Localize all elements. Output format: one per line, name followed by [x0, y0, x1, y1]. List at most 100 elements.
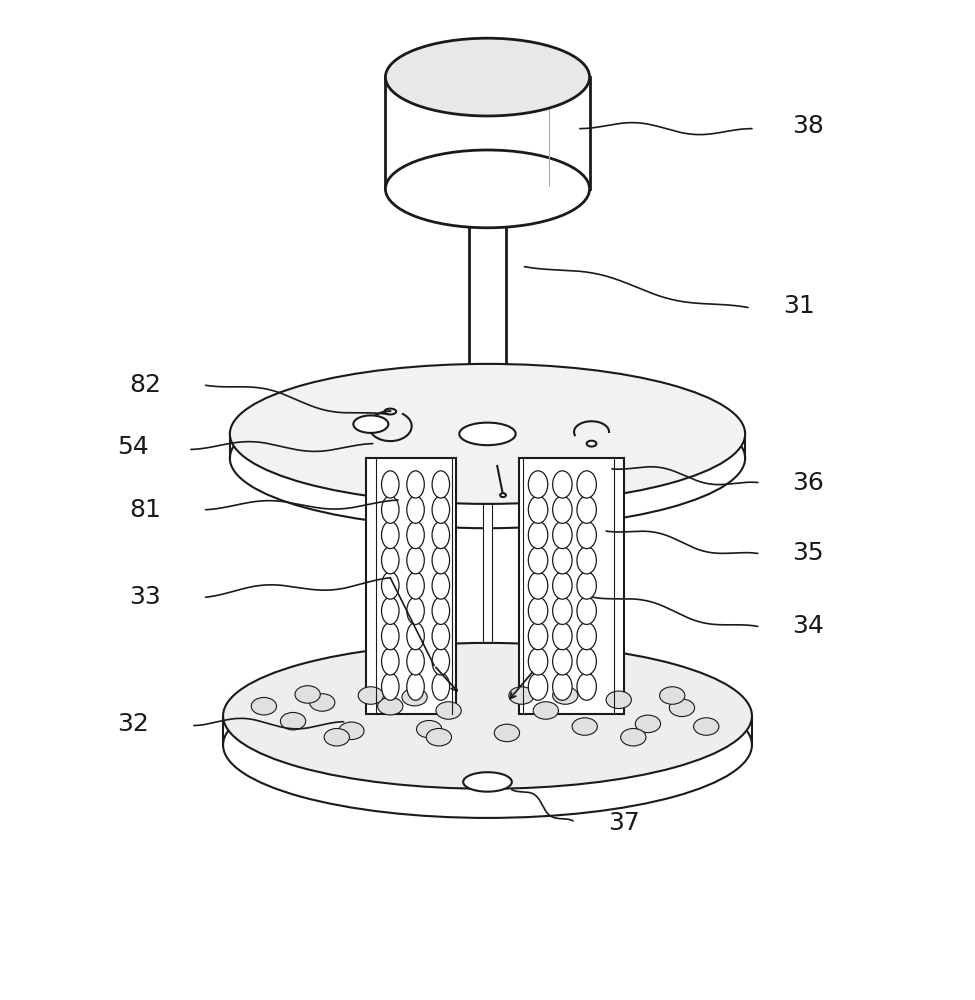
Ellipse shape [528, 547, 548, 574]
Ellipse shape [553, 572, 572, 599]
Ellipse shape [553, 622, 572, 650]
Ellipse shape [381, 471, 399, 498]
Ellipse shape [509, 687, 534, 704]
Ellipse shape [533, 702, 559, 719]
Ellipse shape [528, 572, 548, 599]
Ellipse shape [553, 521, 572, 549]
Ellipse shape [432, 496, 449, 523]
Ellipse shape [407, 572, 424, 599]
Ellipse shape [324, 728, 349, 746]
Ellipse shape [432, 597, 449, 624]
Ellipse shape [407, 622, 424, 650]
Ellipse shape [577, 471, 597, 498]
Ellipse shape [381, 496, 399, 523]
Ellipse shape [426, 728, 451, 746]
Ellipse shape [553, 687, 578, 704]
Ellipse shape [606, 691, 632, 709]
Ellipse shape [385, 38, 590, 116]
Bar [366, 458, 456, 714]
Ellipse shape [577, 597, 597, 624]
Ellipse shape [432, 622, 449, 650]
Text: 34: 34 [793, 614, 824, 638]
Text: 36: 36 [793, 471, 824, 494]
Ellipse shape [553, 648, 572, 675]
Ellipse shape [381, 648, 399, 675]
Text: 35: 35 [793, 541, 824, 565]
Ellipse shape [381, 572, 399, 599]
Bar [463, 745, 512, 782]
Ellipse shape [494, 724, 520, 742]
Ellipse shape [463, 735, 512, 755]
Ellipse shape [407, 597, 424, 624]
Ellipse shape [572, 718, 598, 735]
Ellipse shape [577, 648, 597, 675]
Ellipse shape [528, 496, 548, 523]
Ellipse shape [407, 547, 424, 574]
Ellipse shape [230, 364, 745, 504]
Text: 38: 38 [793, 114, 824, 138]
Ellipse shape [358, 687, 383, 704]
Ellipse shape [528, 673, 548, 700]
Ellipse shape [528, 648, 548, 675]
Ellipse shape [659, 687, 684, 704]
Ellipse shape [402, 688, 427, 706]
Ellipse shape [281, 712, 306, 730]
Ellipse shape [381, 622, 399, 650]
Ellipse shape [381, 597, 399, 624]
Ellipse shape [381, 673, 399, 700]
Ellipse shape [436, 702, 461, 719]
Ellipse shape [553, 673, 572, 700]
Ellipse shape [553, 496, 572, 523]
Ellipse shape [669, 699, 694, 717]
Ellipse shape [463, 772, 512, 792]
Text: 82: 82 [130, 373, 161, 397]
Ellipse shape [432, 547, 449, 574]
Ellipse shape [384, 409, 396, 414]
Ellipse shape [459, 423, 516, 445]
Ellipse shape [407, 471, 424, 498]
Text: 54: 54 [117, 435, 148, 459]
Ellipse shape [407, 673, 424, 700]
Ellipse shape [407, 496, 424, 523]
Ellipse shape [432, 673, 449, 700]
Ellipse shape [553, 547, 572, 574]
Ellipse shape [432, 521, 449, 549]
Text: 32: 32 [117, 712, 148, 736]
Ellipse shape [528, 521, 548, 549]
Ellipse shape [223, 643, 752, 789]
Ellipse shape [693, 718, 719, 735]
Ellipse shape [381, 521, 399, 549]
Ellipse shape [338, 722, 364, 740]
Bar [519, 458, 624, 714]
Text: 37: 37 [607, 811, 640, 835]
Bar [385, 77, 590, 189]
Ellipse shape [621, 728, 646, 746]
Ellipse shape [252, 697, 277, 715]
Ellipse shape [577, 547, 597, 574]
Ellipse shape [500, 493, 506, 497]
Ellipse shape [528, 471, 548, 498]
Ellipse shape [432, 572, 449, 599]
Ellipse shape [577, 496, 597, 523]
Ellipse shape [469, 406, 506, 419]
Ellipse shape [553, 597, 572, 624]
Ellipse shape [407, 648, 424, 675]
Text: 33: 33 [130, 585, 161, 609]
Ellipse shape [577, 521, 597, 549]
Text: 31: 31 [783, 294, 814, 318]
Ellipse shape [432, 648, 449, 675]
Ellipse shape [310, 694, 334, 711]
Ellipse shape [577, 673, 597, 700]
Ellipse shape [432, 471, 449, 498]
Ellipse shape [230, 388, 745, 528]
Ellipse shape [381, 547, 399, 574]
Ellipse shape [295, 686, 320, 703]
Text: 81: 81 [130, 498, 161, 522]
Ellipse shape [223, 672, 752, 818]
Ellipse shape [553, 471, 572, 498]
Ellipse shape [353, 415, 388, 433]
Ellipse shape [577, 622, 597, 650]
Ellipse shape [416, 720, 442, 738]
Ellipse shape [385, 150, 590, 228]
Ellipse shape [528, 597, 548, 624]
